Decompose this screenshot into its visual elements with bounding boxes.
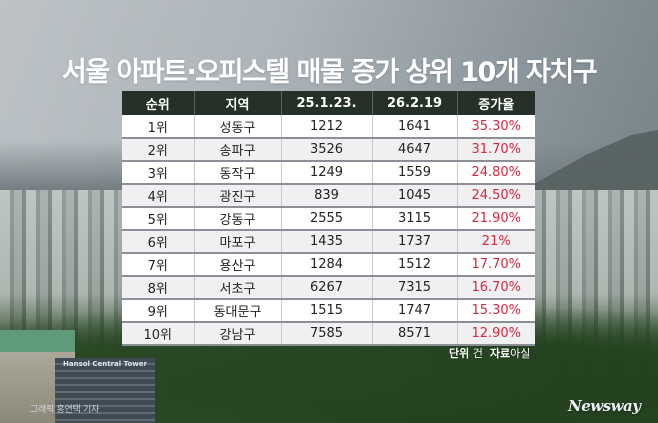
building-sign: Hansol Central Tower <box>63 360 147 368</box>
graphic-credit: 그래픽 홍연택 기자 <box>30 405 99 415</box>
cell-rank: 1위 <box>122 115 195 139</box>
cell-rate: 21.90% <box>457 207 535 231</box>
cell-before: 3526 <box>281 138 373 162</box>
cell-rate: 12.90% <box>457 322 535 346</box>
cell-before: 1435 <box>281 230 373 254</box>
cell-district: 마포구 <box>194 230 282 254</box>
cell-rate: 31.70% <box>457 138 535 162</box>
cell-district: 동대문구 <box>194 299 282 323</box>
background-building-hansol: Hansol Central Tower <box>55 358 155 423</box>
cell-rate: 24.80% <box>457 161 535 185</box>
table-row: 1위 성동구 1212 1641 35.30% <box>122 115 535 139</box>
cell-after: 1747 <box>372 299 458 323</box>
unit-label: 단위 <box>449 347 470 360</box>
cell-district: 강동구 <box>194 207 282 231</box>
header-date-before: 25.1.23. <box>281 91 373 115</box>
cell-rank: 10위 <box>122 322 195 346</box>
cell-district: 광진구 <box>194 184 282 208</box>
table-row: 4위 광진구 839 1045 24.50% <box>122 184 535 208</box>
cell-after: 1641 <box>372 115 458 139</box>
cell-district: 용산구 <box>194 253 282 277</box>
cell-rank: 8위 <box>122 276 195 300</box>
cell-rank: 7위 <box>122 253 195 277</box>
cell-after: 1512 <box>372 253 458 277</box>
cell-rate: 17.70% <box>457 253 535 277</box>
cell-after: 7315 <box>372 276 458 300</box>
table-header-row: 순위 지역 25.1.23. 26.2.19 증가율 <box>122 91 535 115</box>
cell-rate: 35.30% <box>457 115 535 139</box>
unit-value: 건 <box>472 347 483 360</box>
table-row: 7위 용산구 1284 1512 17.70% <box>122 253 535 277</box>
cell-rank: 2위 <box>122 138 195 162</box>
source-value: 아실 <box>510 347 531 360</box>
cell-after: 1559 <box>372 161 458 185</box>
cell-rank: 9위 <box>122 299 195 323</box>
cell-before: 1515 <box>281 299 373 323</box>
cell-after: 8571 <box>372 322 458 346</box>
header-rate: 증가율 <box>457 91 535 115</box>
table-row: 5위 강동구 2555 3115 21.90% <box>122 207 535 231</box>
cell-before: 1249 <box>281 161 373 185</box>
cell-rate: 24.50% <box>457 184 535 208</box>
cell-before: 839 <box>281 184 373 208</box>
header-rank: 순위 <box>122 91 195 115</box>
ranking-table: 순위 지역 25.1.23. 26.2.19 증가율 1위 성동구 1212 1… <box>122 91 535 346</box>
cell-before: 2555 <box>281 207 373 231</box>
source-label: 자료 <box>489 347 511 360</box>
table-row: 9위 동대문구 1515 1747 15.30% <box>122 299 535 323</box>
header-district: 지역 <box>194 91 282 115</box>
table-row: 2위 송파구 3526 4647 31.70% <box>122 138 535 162</box>
cell-after: 1737 <box>372 230 458 254</box>
table-row: 3위 동작구 1249 1559 24.80% <box>122 161 535 185</box>
cell-district: 송파구 <box>194 138 282 162</box>
cell-district: 동작구 <box>194 161 282 185</box>
table-row: 6위 마포구 1435 1737 21% <box>122 230 535 254</box>
cell-before: 7585 <box>281 322 373 346</box>
header-date-after: 26.2.19 <box>372 91 458 115</box>
cell-before: 1284 <box>281 253 373 277</box>
cell-rate: 15.30% <box>457 299 535 323</box>
cell-after: 3115 <box>372 207 458 231</box>
cell-district: 서초구 <box>194 276 282 300</box>
cell-rank: 5위 <box>122 207 195 231</box>
unit-source-note: 단위 건 자료아실 <box>449 345 530 361</box>
table-row: 8위 서초구 6267 7315 16.70% <box>122 276 535 300</box>
cell-after: 4647 <box>372 138 458 162</box>
cell-district: 성동구 <box>194 115 282 139</box>
cell-district: 강남구 <box>194 322 282 346</box>
page-title: 서울 아파트·오피스텔 매물 증가 상위 10개 자치구 <box>61 57 598 88</box>
cell-rate: 21% <box>457 230 535 254</box>
cell-before: 6267 <box>281 276 373 300</box>
cell-rank: 3위 <box>122 161 195 185</box>
cell-after: 1045 <box>372 184 458 208</box>
newsway-logo: Newsway <box>568 397 641 415</box>
cell-rank: 4위 <box>122 184 195 208</box>
cell-rate: 16.70% <box>457 276 535 300</box>
table-row: 10위 강남구 7585 8571 12.90% <box>122 322 535 346</box>
cell-rank: 6위 <box>122 230 195 254</box>
cell-before: 1212 <box>281 115 373 139</box>
